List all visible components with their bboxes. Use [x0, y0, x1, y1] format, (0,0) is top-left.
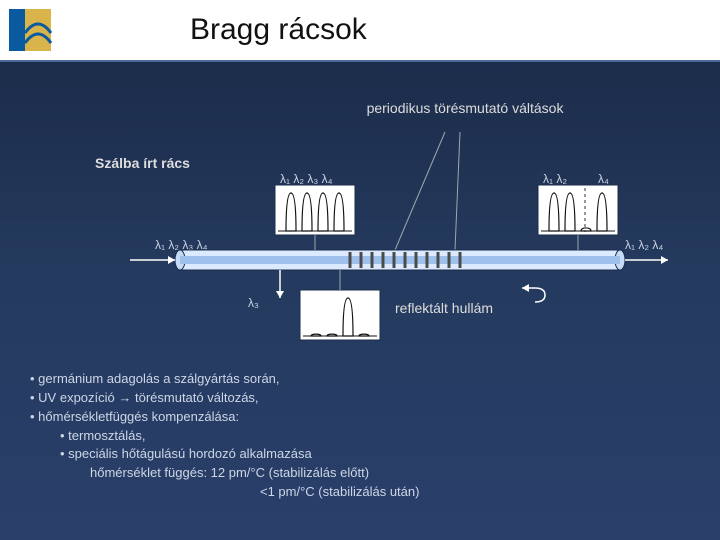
bullet-2: UV expozíció → törésmutató változás,: [30, 389, 690, 408]
bullet-3: hőmérsékletfüggés kompenzálása:: [30, 408, 690, 427]
bullet-3b-line2: hőmérséklet függés: 12 pm/°C (stabilizál…: [90, 464, 690, 483]
bullet-1: germánium adagolás a szálgyártás során,: [30, 370, 690, 389]
bullet-3a: termosztálás,: [60, 427, 690, 446]
bullet-3b-line3: <1 pm/°C (stabilizálás után): [260, 483, 690, 502]
bullet-list: germánium adagolás a szálgyártás során, …: [30, 370, 690, 502]
bullet-3b: speciális hőtágulású hordozó alkalmazása: [60, 445, 690, 464]
bragg-diagram: [0, 0, 720, 370]
